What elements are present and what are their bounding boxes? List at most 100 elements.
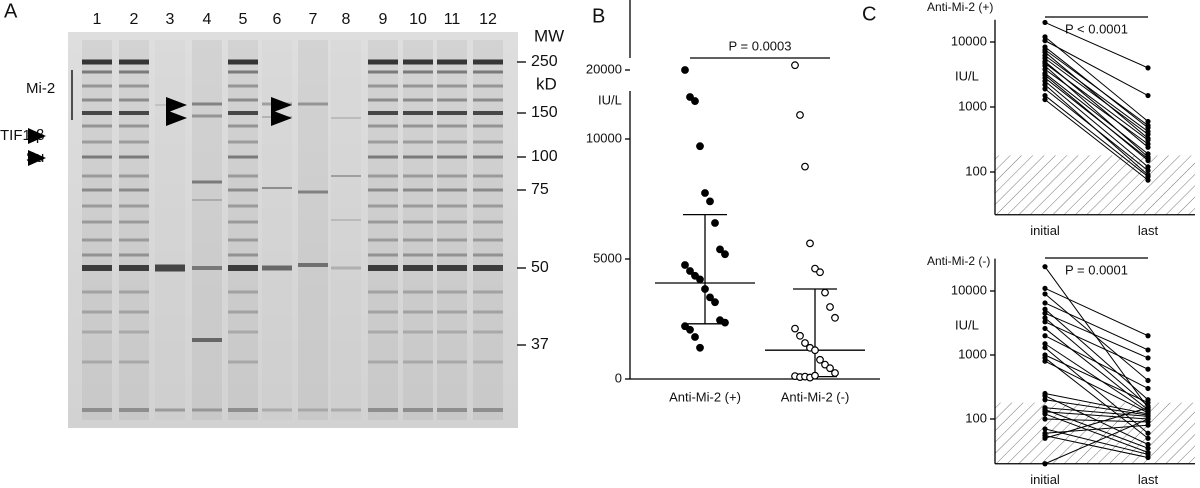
panel-label: C [862, 3, 876, 25]
gel-band [473, 360, 503, 364]
gel-band [298, 263, 328, 267]
gel-band [473, 290, 503, 294]
data-point [791, 61, 799, 70]
gel-band [473, 238, 503, 242]
gel-band [228, 59, 258, 65]
lane-label: 3 [166, 11, 175, 28]
gel-band [403, 188, 433, 192]
gel-band [473, 84, 503, 88]
data-point [1042, 393, 1048, 399]
data-point [1145, 137, 1151, 143]
y-tick-label: 5000 [593, 250, 622, 265]
gel-band [473, 140, 503, 144]
pair-line [1044, 354, 1149, 404]
data-point [1145, 445, 1151, 451]
pair-line [1044, 328, 1149, 411]
data-point [1145, 156, 1151, 162]
gel-band [437, 155, 467, 159]
lane-label: 6 [273, 11, 282, 28]
pair-line [1044, 308, 1149, 401]
gel-band [368, 290, 398, 294]
gel-band [155, 264, 185, 272]
data-point [1042, 38, 1048, 44]
pair-line [1044, 335, 1149, 389]
gel-band [437, 111, 467, 115]
gel-band [119, 140, 149, 144]
data-point [1145, 122, 1151, 129]
data-point [1145, 454, 1151, 461]
gel-lane [437, 40, 467, 420]
pair-line [1044, 36, 1149, 122]
gel-band [473, 265, 503, 271]
data-point [686, 267, 694, 275]
data-point [796, 331, 804, 340]
gel-band [119, 330, 149, 334]
pair-line [1044, 411, 1149, 420]
data-point [1042, 341, 1048, 347]
data-point [1145, 92, 1151, 99]
gel-band [82, 70, 112, 74]
pair-line [1044, 62, 1149, 141]
data-point [1042, 315, 1048, 321]
gel-band [228, 220, 258, 224]
pair-line [1044, 95, 1149, 177]
gel-band [119, 310, 149, 314]
lane-label: 12 [479, 11, 497, 28]
gel-band [119, 155, 149, 159]
gel-lane [119, 40, 149, 420]
pair-line [1044, 88, 1149, 172]
gel-band [437, 238, 467, 242]
data-point [681, 66, 689, 74]
gel-band [403, 140, 433, 144]
y-tick-label: 1000 [958, 346, 987, 361]
gel-band [437, 265, 467, 271]
y-tick-label: 100 [965, 410, 987, 425]
x-tick-label: Anti-Mi-2 (+) [669, 389, 741, 404]
gel-band [437, 253, 467, 257]
pair-line [1044, 413, 1149, 453]
pair-line [1044, 312, 1149, 359]
mw-label: 250 [531, 53, 558, 70]
pair-line [1044, 72, 1149, 155]
pair-line [1044, 77, 1149, 160]
gel-lane [298, 40, 328, 420]
gel-band [192, 180, 222, 184]
pair-line [1044, 347, 1149, 434]
data-point [816, 268, 824, 277]
gel-band [119, 84, 149, 88]
gel-band [368, 253, 398, 257]
gel-band [228, 174, 258, 178]
gel-band [403, 204, 433, 208]
gel-band [82, 238, 112, 242]
x-tick-label: initial [1030, 472, 1060, 487]
data-point [1145, 141, 1151, 147]
arrowhead [166, 110, 187, 126]
gel-band [403, 310, 433, 314]
data-point [706, 197, 714, 206]
lane-label: 4 [203, 11, 212, 28]
gel-band [228, 360, 258, 364]
gel-band [228, 290, 258, 294]
data-point [716, 245, 724, 254]
gel-band [262, 265, 292, 271]
gel-band [82, 59, 112, 65]
gel-band [403, 360, 433, 364]
gel-band [368, 310, 398, 314]
gel-band [403, 70, 433, 74]
data-point [1042, 291, 1048, 297]
pair-line [1044, 40, 1149, 96]
y-axis-label: IU/L [955, 317, 979, 332]
gel-band [437, 360, 467, 364]
data-point [1042, 34, 1048, 40]
y-tick-label: 1000 [958, 98, 987, 113]
gel-band [473, 111, 503, 115]
gel-band [473, 220, 503, 224]
gel-band [403, 290, 433, 294]
y-tick-label: 20000 [586, 61, 622, 76]
gel-band [403, 253, 433, 257]
gel-band [119, 204, 149, 208]
data-point [686, 93, 694, 101]
gel-band [262, 187, 292, 189]
x-tick-label: last [1138, 472, 1159, 487]
